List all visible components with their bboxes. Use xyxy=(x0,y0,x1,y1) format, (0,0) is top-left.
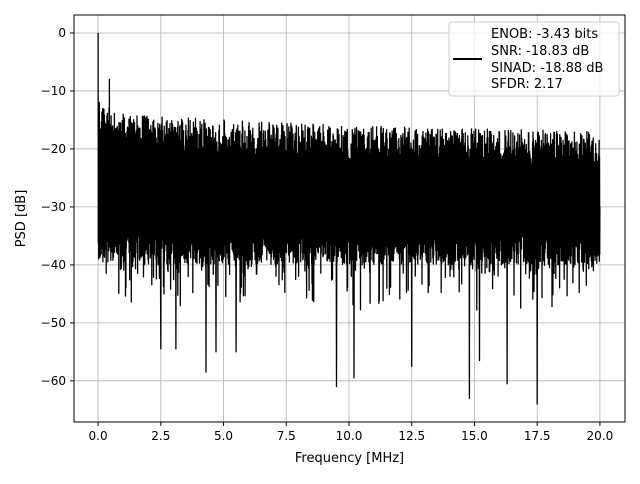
y-tick-label: −60 xyxy=(41,374,66,388)
y-tick-label: 0 xyxy=(58,26,66,40)
plot-frame xyxy=(73,14,626,423)
x-tick-label: 17.5 xyxy=(524,429,551,443)
y-tick-label: −30 xyxy=(41,200,66,214)
y-tick-label: −40 xyxy=(41,258,66,272)
y-tick-label: −50 xyxy=(41,316,66,330)
x-ticks: 0.0 2.5 5.0 7.5 10.0 12.5 15.0 17.5 20.0 xyxy=(89,422,614,443)
legend-sinad: SINAD: -18.88 dB xyxy=(491,61,603,76)
y-ticks: 0 −10 −20 −30 −40 −50 −60 xyxy=(41,26,74,388)
legend-box xyxy=(448,21,620,97)
x-tick-label: 12.5 xyxy=(398,429,425,443)
x-tick-label: 5.0 xyxy=(214,429,233,443)
legend: ENOB: -3.43 bits SNR: -18.83 dB SINAD: -… xyxy=(448,21,620,97)
legend-snr: SNR: -18.83 dB xyxy=(491,44,589,59)
legend-enob: ENOB: -3.43 bits xyxy=(491,27,598,42)
x-tick-label: 15.0 xyxy=(461,429,488,443)
x-tick-label: 7.5 xyxy=(277,429,296,443)
legend-sfdr: SFDR: 2.17 xyxy=(491,77,563,92)
x-tick-label: 10.0 xyxy=(336,429,363,443)
y-axis-label: PSD [dB] xyxy=(14,190,29,248)
psd-line xyxy=(97,32,601,405)
y-tick-label: −20 xyxy=(41,142,66,156)
x-axis-label: Frequency [MHz] xyxy=(295,451,404,466)
x-tick-label: 2.5 xyxy=(151,429,170,443)
x-tick-label: 20.0 xyxy=(587,429,614,443)
x-tick-label: 0.0 xyxy=(89,429,108,443)
y-tick-label: −10 xyxy=(41,84,66,98)
